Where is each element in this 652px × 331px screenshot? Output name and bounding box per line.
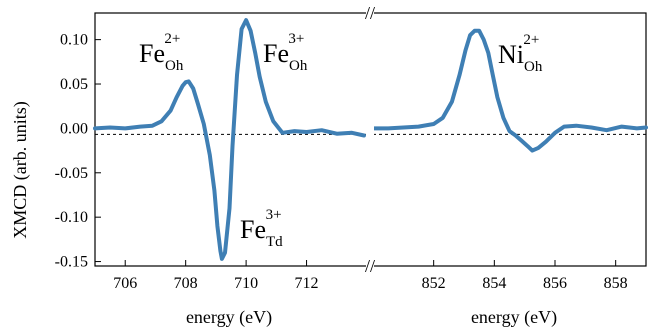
left-x-ticks: 706 708 710 712: [113, 260, 319, 292]
y-axis-label: XMCD (arb. units): [10, 101, 31, 239]
right-x-tick-label: 858: [604, 275, 628, 292]
y-tick-label: 0.00: [60, 120, 88, 137]
y-tick-label: 0.05: [60, 76, 88, 93]
annotation-ni-oh-2plus: NiOh2+: [498, 32, 543, 75]
right-x-axis-label: energy (eV): [471, 307, 557, 328]
right-x-ticks: 852 854 856 858: [422, 260, 628, 292]
right-series-line: [371, 28, 648, 153]
right-x-tick-label: 854: [482, 275, 506, 292]
left-series-line: [93, 18, 366, 261]
annotation-fe-oh-2plus: FeOh2+: [139, 31, 184, 74]
left-x-tick-label: 712: [295, 275, 319, 292]
y-tick-label: 0.10: [60, 32, 88, 49]
y-ticks: 0.10 0.05 0.00 -0.05 -0.10 -0.15: [55, 32, 101, 271]
axis-break-top: //: [365, 3, 375, 23]
left-x-tick-label: 706: [113, 275, 137, 292]
right-x-tick-label: 856: [543, 275, 567, 292]
left-panel: 706 708 710 712 0.10 0.05 0.00 -0.05 -0.10 -0.15…: [55, 12, 368, 328]
y-tick-label: -0.05: [55, 165, 88, 182]
y-tick-label: -0.10: [55, 209, 88, 226]
annotation-fe-oh-3plus: FeOh3+: [263, 31, 308, 74]
right-panel: 852 854 856 858 energy (eV): [371, 12, 648, 328]
axis-break-gap: [366, 4, 374, 274]
right-x-tick-label: 852: [422, 275, 446, 292]
axis-break-bottom: //: [365, 256, 375, 276]
annotation-fe-td-3plus: FeTd3+: [240, 207, 283, 250]
left-x-tick-label: 710: [234, 275, 258, 292]
left-x-tick-label: 708: [174, 275, 198, 292]
left-x-axis-label: energy (eV): [186, 307, 272, 328]
y-tick-label: -0.15: [55, 254, 88, 271]
